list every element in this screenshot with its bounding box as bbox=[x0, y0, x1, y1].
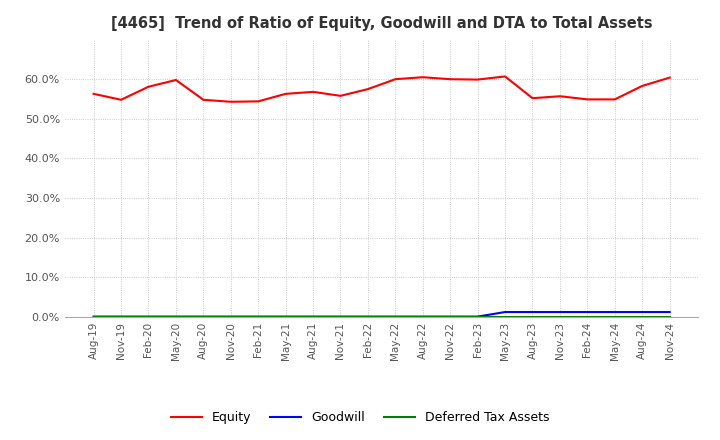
Equity bbox=[199, 97, 207, 103]
Goodwill bbox=[226, 314, 235, 319]
Goodwill bbox=[117, 314, 125, 319]
Equity bbox=[611, 97, 619, 102]
Equity bbox=[556, 94, 564, 99]
Goodwill bbox=[556, 309, 564, 315]
Deferred Tax Assets bbox=[226, 314, 235, 319]
Deferred Tax Assets bbox=[418, 314, 427, 319]
Equity bbox=[638, 83, 647, 88]
Line: Equity: Equity bbox=[94, 77, 670, 102]
Goodwill bbox=[473, 314, 482, 319]
Goodwill bbox=[309, 314, 318, 319]
Goodwill bbox=[171, 314, 180, 319]
Goodwill bbox=[199, 314, 207, 319]
Deferred Tax Assets bbox=[528, 314, 537, 319]
Equity bbox=[665, 75, 674, 80]
Deferred Tax Assets bbox=[364, 314, 372, 319]
Line: Goodwill: Goodwill bbox=[94, 312, 670, 317]
Deferred Tax Assets bbox=[391, 314, 400, 319]
Deferred Tax Assets bbox=[583, 314, 592, 319]
Equity bbox=[309, 89, 318, 95]
Equity bbox=[282, 91, 290, 96]
Deferred Tax Assets bbox=[500, 314, 509, 319]
Deferred Tax Assets bbox=[144, 314, 153, 319]
Deferred Tax Assets bbox=[282, 314, 290, 319]
Deferred Tax Assets bbox=[254, 314, 263, 319]
Equity bbox=[336, 93, 345, 99]
Equity bbox=[89, 91, 98, 96]
Goodwill bbox=[282, 314, 290, 319]
Title: [4465]  Trend of Ratio of Equity, Goodwill and DTA to Total Assets: [4465] Trend of Ratio of Equity, Goodwil… bbox=[111, 16, 652, 32]
Deferred Tax Assets bbox=[638, 314, 647, 319]
Deferred Tax Assets bbox=[117, 314, 125, 319]
Goodwill bbox=[336, 314, 345, 319]
Deferred Tax Assets bbox=[473, 314, 482, 319]
Goodwill bbox=[144, 314, 153, 319]
Deferred Tax Assets bbox=[665, 314, 674, 319]
Goodwill bbox=[665, 309, 674, 315]
Goodwill bbox=[611, 309, 619, 315]
Equity bbox=[364, 86, 372, 92]
Goodwill bbox=[528, 309, 537, 315]
Legend: Equity, Goodwill, Deferred Tax Assets: Equity, Goodwill, Deferred Tax Assets bbox=[166, 407, 554, 429]
Goodwill bbox=[418, 314, 427, 319]
Equity bbox=[171, 77, 180, 83]
Deferred Tax Assets bbox=[309, 314, 318, 319]
Equity bbox=[144, 84, 153, 89]
Deferred Tax Assets bbox=[336, 314, 345, 319]
Goodwill bbox=[391, 314, 400, 319]
Goodwill bbox=[638, 309, 647, 315]
Goodwill bbox=[583, 309, 592, 315]
Equity bbox=[418, 74, 427, 80]
Equity bbox=[500, 74, 509, 79]
Deferred Tax Assets bbox=[446, 314, 454, 319]
Equity bbox=[473, 77, 482, 82]
Deferred Tax Assets bbox=[171, 314, 180, 319]
Equity bbox=[254, 99, 263, 104]
Deferred Tax Assets bbox=[556, 314, 564, 319]
Goodwill bbox=[89, 314, 98, 319]
Equity bbox=[391, 77, 400, 82]
Equity bbox=[528, 95, 537, 101]
Deferred Tax Assets bbox=[611, 314, 619, 319]
Goodwill bbox=[254, 314, 263, 319]
Deferred Tax Assets bbox=[199, 314, 207, 319]
Deferred Tax Assets bbox=[89, 314, 98, 319]
Goodwill bbox=[446, 314, 454, 319]
Equity bbox=[117, 97, 125, 103]
Goodwill bbox=[364, 314, 372, 319]
Equity bbox=[583, 97, 592, 102]
Goodwill bbox=[500, 309, 509, 315]
Equity bbox=[446, 77, 454, 82]
Equity bbox=[226, 99, 235, 104]
